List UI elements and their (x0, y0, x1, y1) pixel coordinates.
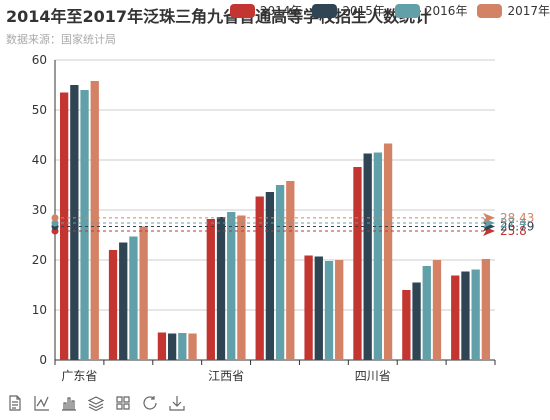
average-line-label: 27.4 (500, 216, 527, 230)
bar (157, 332, 167, 360)
bar (275, 185, 285, 360)
legend-swatch (394, 3, 420, 18)
bar (255, 196, 264, 360)
bar-chart-icon[interactable] (60, 394, 78, 412)
bar (286, 181, 295, 360)
legend-swatch (477, 3, 503, 18)
legend-swatch (312, 3, 338, 18)
x-tick-label: 广东省 (61, 369, 97, 383)
legend: 2014年 2015年 2016年 2017年 (220, 2, 550, 19)
y-tick-label: 50 (32, 103, 47, 117)
average-line-start (51, 214, 59, 222)
tiled-icon[interactable] (114, 394, 132, 412)
y-tick-label: 40 (32, 153, 47, 167)
bar (461, 271, 470, 360)
bar (80, 90, 89, 360)
bar (119, 242, 128, 360)
y-tick-label: 30 (32, 203, 47, 217)
bar (353, 167, 362, 360)
bar (335, 260, 344, 360)
bar (451, 275, 460, 360)
bar (237, 215, 246, 360)
bar (129, 236, 138, 360)
legend-item-2015[interactable]: 2015年 (312, 2, 385, 19)
bar (227, 212, 236, 360)
bar (412, 282, 421, 360)
legend-label: 2016年 (424, 4, 468, 18)
restore-icon[interactable] (141, 394, 159, 412)
bar (363, 153, 372, 360)
chart-subtitle: 数据来源：国家统计局 (6, 33, 116, 46)
y-tick-label: 60 (32, 53, 47, 67)
legend-swatch (229, 3, 255, 18)
line-chart-icon[interactable] (33, 394, 51, 412)
bar (139, 226, 148, 360)
bar (304, 255, 313, 360)
stack-icon[interactable] (87, 394, 105, 412)
bar (178, 333, 187, 360)
legend-item-2017[interactable]: 2017年 (477, 2, 550, 19)
legend-label: 2017年 (507, 4, 550, 18)
x-tick-label: 四川省 (355, 369, 391, 383)
legend-item-2016[interactable]: 2016年 (394, 2, 468, 19)
y-tick-label: 20 (32, 253, 47, 267)
bar (206, 219, 215, 360)
bar (167, 333, 177, 360)
bar (402, 290, 411, 360)
bar (432, 260, 442, 360)
data-view-icon[interactable] (6, 394, 24, 412)
legend-label: 2014年 (259, 4, 303, 18)
bar (471, 269, 480, 360)
bar (373, 152, 383, 360)
save-image-icon[interactable] (168, 394, 186, 412)
average-line-label: 28.43 (500, 211, 534, 225)
y-tick-label: 0 (39, 353, 47, 367)
bar (324, 261, 334, 360)
bar (188, 333, 197, 360)
bar (481, 259, 491, 360)
average-line-label: 25.8 (500, 224, 527, 238)
toolbox (6, 394, 195, 412)
x-tick-label: 江西省 (208, 369, 244, 383)
bar (59, 92, 69, 360)
average-line-label: 26.79 (500, 220, 534, 234)
y-tick-label: 10 (32, 303, 47, 317)
average-line-start (51, 219, 59, 227)
bar (265, 192, 275, 360)
legend-item-2014[interactable]: 2014年 (229, 2, 303, 19)
average-line-arrow (483, 212, 495, 223)
bar (216, 217, 226, 360)
bar (422, 266, 431, 360)
bar (314, 256, 323, 360)
bar (108, 250, 118, 360)
bar (383, 143, 393, 360)
legend-label: 2015年 (342, 4, 385, 18)
bar (90, 81, 99, 360)
